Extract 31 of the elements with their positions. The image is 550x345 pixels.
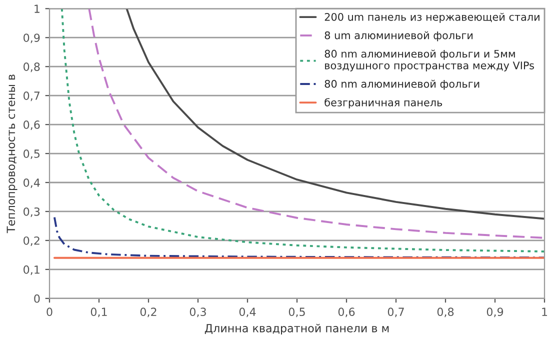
x-tick-label: 0,7: [388, 308, 404, 318]
x-axis-title: Длинна квадратной панели в м: [204, 324, 389, 335]
legend-label: 80 nm алюминиевой фольги и 5мм воздушного пространства между VIPs: [324, 50, 534, 72]
y-tick-label: 0,2: [24, 236, 40, 246]
x-tick-label: 0,2: [140, 308, 156, 318]
y-tick-label: 0,9: [24, 34, 40, 44]
x-tick-label: 0,9: [486, 308, 504, 318]
x-tick-label: 0: [46, 308, 52, 316]
x-tick-label: 0,5: [288, 308, 305, 318]
y-tick-label: 0,7: [24, 92, 40, 102]
x-tick-label: 0,1: [90, 308, 107, 318]
line-series: [126, 8, 544, 220]
y-tick-label: 1: [34, 4, 40, 13]
x-tick-label: 1: [542, 308, 548, 316]
x-tick-label: 0,6: [338, 308, 355, 318]
legend-label: 8 um алюминиевой фольги: [324, 31, 473, 42]
x-tick-label: 0,8: [437, 308, 454, 318]
legend-label: безграничная панель: [324, 98, 442, 108]
legend-label: 200 um панель из нержавеющей стали: [324, 12, 540, 23]
x-tick-label: 0,3: [190, 308, 206, 318]
legend-label: 80 nm алюминиевой фольги: [324, 80, 480, 90]
line-series: [53, 216, 544, 259]
x-tick-label: 0,4: [239, 308, 256, 318]
y-tick-label: 0,5: [24, 150, 40, 160]
y-tick-label: 0: [34, 294, 40, 303]
y-tick-label: 0,8: [24, 62, 40, 72]
y-axis-title: Теплопроводность стены в: [6, 74, 18, 234]
y-tick-label: 0,3: [24, 207, 40, 217]
y-tick-label: 0,1: [24, 265, 40, 275]
y-tick-label: 0,4: [24, 178, 40, 188]
y-tick-label: 0,6: [24, 120, 40, 130]
